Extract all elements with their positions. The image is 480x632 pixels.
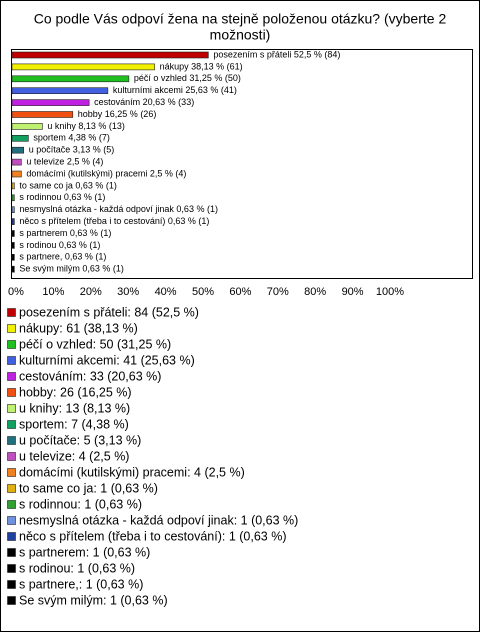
legend-label: nákupy: 61 (38,13 %) — [19, 321, 138, 335]
legend-swatch — [7, 324, 16, 333]
bar — [11, 230, 15, 237]
bar-label: u knihy 8,13 % (13) — [47, 121, 125, 131]
legend-swatch — [7, 580, 16, 589]
bar-label: cestováním 20,63 % (33) — [94, 97, 194, 107]
bar-label: to same co ja 0,63 % (1) — [19, 180, 117, 190]
x-tick-label: 60% — [229, 286, 251, 298]
legend-label: s rodinou: 1 (0,63 %) — [19, 561, 135, 575]
x-tick-label: 10% — [42, 286, 64, 298]
legend-swatch — [7, 516, 16, 525]
legend-label: hobby: 26 (16,25 %) — [19, 385, 132, 399]
legend-swatch — [7, 452, 16, 461]
legend-swatch — [7, 372, 16, 381]
legend-label: cestováním: 33 (20,63 %) — [19, 369, 161, 383]
bar — [11, 75, 130, 83]
legend-label: to same co ja: 1 (0,63 %) — [19, 481, 158, 495]
bar-label: s partnerem 0,63 % (1) — [19, 228, 111, 238]
bar-label: nesmyslná otázka - každá odpoví jinak 0,… — [19, 204, 218, 214]
bar-label: s partnere, 0,63 % (1) — [19, 252, 106, 262]
bar — [11, 146, 25, 154]
x-tick-label: 70% — [267, 286, 289, 298]
legend-swatch — [7, 436, 16, 445]
legend-label: s partnerem: 1 (0,63 %) — [19, 545, 150, 559]
x-tick-label: 90% — [342, 286, 364, 298]
x-tick-label: 100% — [376, 286, 404, 298]
legend-label: něco s přítelem (třeba i to cestování): … — [19, 529, 286, 543]
legend-label: posezením s přáteli: 84 (52,5 %) — [19, 305, 199, 319]
legend-swatch — [7, 420, 16, 429]
bar — [11, 158, 22, 166]
bar-label: Se svým milým 0,63 % (1) — [19, 264, 124, 274]
legend-label: Se svým milým: 1 (0,63 %) — [19, 593, 168, 607]
legend-swatch — [7, 596, 16, 605]
legend-label: u knihy: 13 (8,13 %) — [19, 401, 130, 415]
bar-label: s rodinou 0,63 % (1) — [19, 240, 100, 250]
bar-label: domácími (kutilskými) pracemi 2,5 % (4) — [26, 168, 186, 178]
legend-label: domácími (kutilskými) pracemi: 4 (2,5 %) — [19, 465, 245, 479]
bar-label: sportem 4,38 % (7) — [33, 133, 110, 143]
legend-label: sportem: 7 (4,38 %) — [19, 417, 129, 431]
legend-label: s rodinnou: 1 (0,63 %) — [19, 497, 142, 511]
bar-label: něco s přítelem (třeba i to cestování) 0… — [19, 216, 209, 226]
x-tick-label: 80% — [304, 286, 326, 298]
bar — [11, 254, 15, 261]
bar — [11, 206, 15, 213]
legend-swatch — [7, 484, 16, 493]
legend-label: nesmyslná otázka - každá odpoví jinak: 1… — [19, 513, 298, 527]
legend-swatch — [7, 500, 16, 509]
x-tick-label: 50% — [192, 286, 214, 298]
legend-swatch — [7, 404, 16, 413]
legend-swatch — [7, 548, 16, 557]
legend-label: péčí o vzhled: 50 (31,25 %) — [19, 337, 171, 351]
bar-label: u počítače 3,13 % (5) — [29, 145, 115, 155]
legend-swatch — [7, 532, 16, 541]
bar-label: u televize 2,5 % (4) — [26, 156, 103, 166]
legend-label: u počítače: 5 (3,13 %) — [19, 433, 141, 447]
bar — [11, 63, 155, 71]
x-tick-label: 0% — [8, 286, 24, 298]
bar-label: s rodinnou 0,63 % (1) — [19, 192, 105, 202]
x-tick-label: 30% — [117, 286, 139, 298]
legend-swatch — [7, 388, 16, 397]
legend-swatch — [7, 468, 16, 477]
bar — [11, 135, 29, 142]
bar — [11, 242, 15, 249]
bar — [11, 99, 90, 106]
bar — [11, 265, 15, 273]
legend-label: u televize: 4 (2,5 %) — [19, 449, 129, 463]
bar — [11, 123, 43, 130]
x-tick-label: 40% — [155, 286, 177, 298]
legend-label: kulturními akcemi: 41 (25,63 %) — [19, 353, 195, 367]
legend-swatch — [7, 356, 16, 365]
legend-swatch — [7, 340, 16, 349]
bar — [11, 111, 74, 118]
bar-label: péčí o vzhled 31,25 % (50) — [134, 73, 241, 83]
bar-label: kulturními akcemi 25,63 % (41) — [113, 85, 237, 95]
bar — [11, 87, 109, 94]
legend-label: s partnere,: 1 (0,63 %) — [19, 577, 143, 591]
bar-label: nákupy 38,13 % (61) — [160, 61, 243, 71]
chart-title: Co podle Vás odpoví žena na stejně polož… — [34, 11, 447, 27]
chart-title: možnosti) — [210, 27, 271, 43]
bar — [11, 194, 15, 202]
bar — [11, 218, 15, 225]
bar — [11, 170, 22, 178]
legend-swatch — [7, 564, 16, 573]
plot-area — [11, 49, 473, 279]
x-tick-label: 20% — [80, 286, 102, 298]
bar-label: hobby 16,25 % (26) — [78, 109, 157, 119]
legend-swatch — [7, 308, 16, 317]
bar — [11, 182, 15, 190]
bar — [11, 51, 209, 59]
bar-label: posezením s přáteli 52,5 % (84) — [213, 49, 340, 59]
